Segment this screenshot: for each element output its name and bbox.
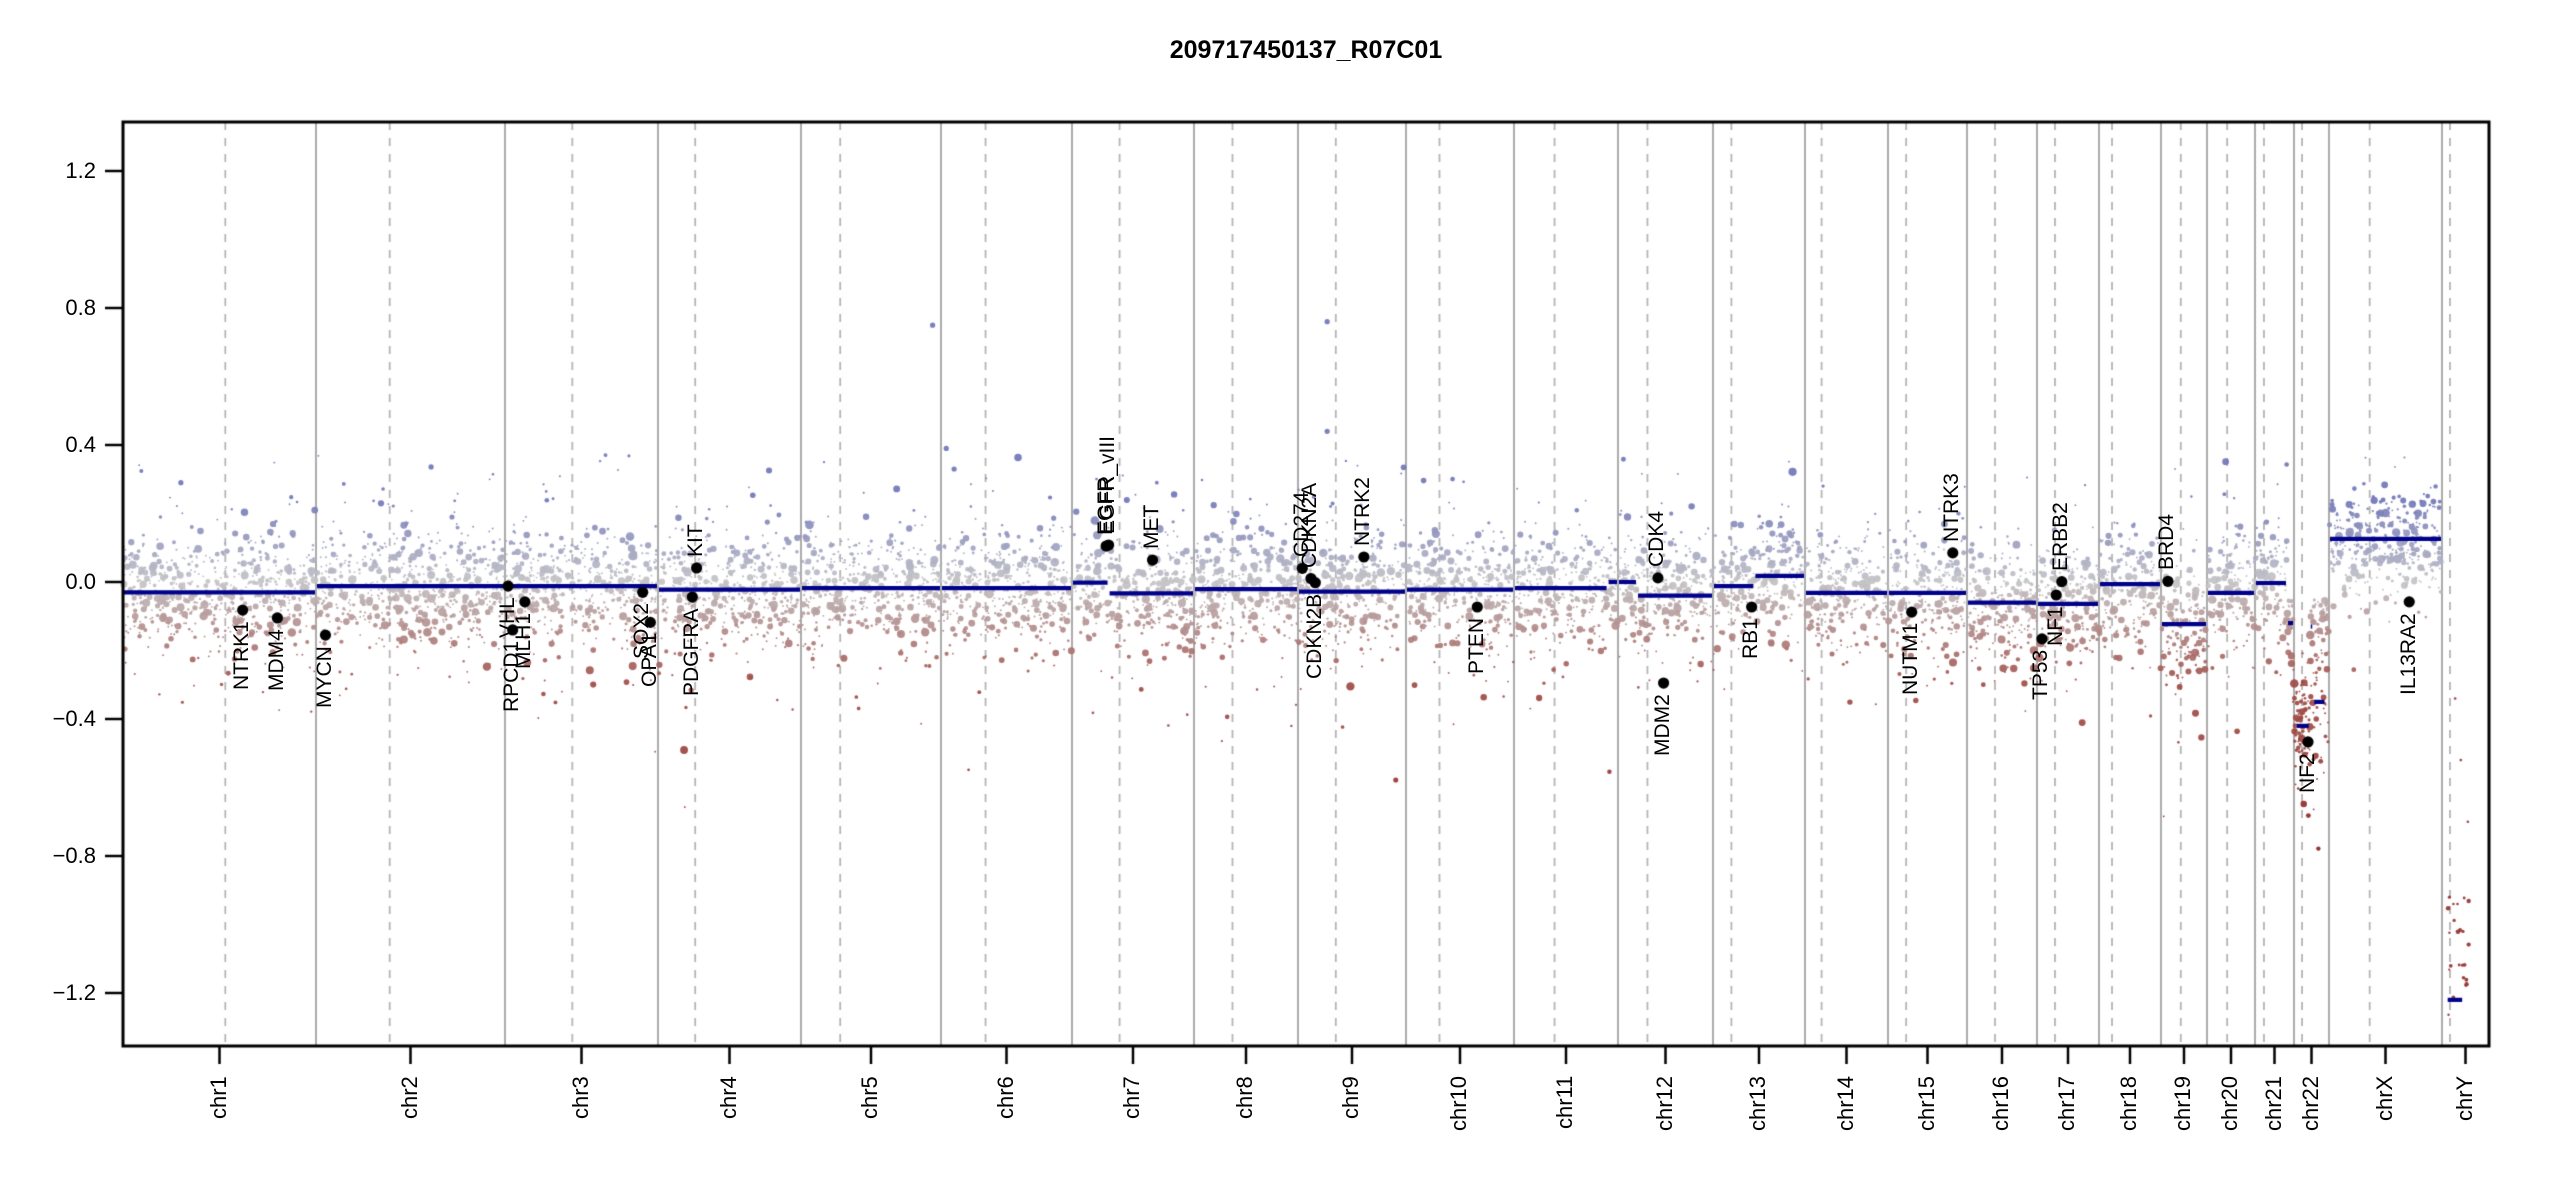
y-tick-label: −1.2 <box>52 980 96 1005</box>
x-tick-label-chr10: chr10 <box>1446 1075 1472 1131</box>
x-tick-label-chr4: chr4 <box>715 1076 741 1119</box>
x-tick-label-chr19: chr19 <box>2170 1075 2196 1131</box>
x-tick-label-chr11: chr11 <box>1552 1075 1578 1129</box>
x-tick-label-chr16: chr16 <box>1988 1075 2014 1131</box>
gene-label-IL13RA2: IL13RA2 <box>2396 613 2420 695</box>
x-tick-label-chr20: chr20 <box>2217 1075 2243 1131</box>
x-tick-label-chr22: chr22 <box>2297 1075 2323 1131</box>
gene-label-PDGFRA: PDGFRA <box>679 608 703 697</box>
x-tick-label-chr13: chr13 <box>1745 1075 1771 1131</box>
y-tick-label: 0.0 <box>65 569 96 594</box>
gene-label-NTRK1: NTRK1 <box>230 621 254 691</box>
gene-label-MDM2: MDM2 <box>1651 694 1675 757</box>
x-tick-label-chr14: chr14 <box>1832 1075 1858 1131</box>
x-tick-label-chr9: chr9 <box>1338 1076 1364 1119</box>
x-tick-label-chr15: chr15 <box>1913 1075 1939 1131</box>
gene-label-PTEN: PTEN <box>1464 617 1488 674</box>
x-tick-label-chrX: chrX <box>2371 1075 2397 1121</box>
x-tick-label-chr5: chr5 <box>857 1076 883 1119</box>
x-tick-label-chr1: chr1 <box>205 1076 231 1119</box>
x-tick-label-chr21: chr21 <box>2260 1075 2286 1131</box>
gene-label-CDK4: CDK4 <box>1645 510 1669 567</box>
gene-label-MDM4: MDM4 <box>264 629 288 691</box>
y-tick-label: 1.2 <box>65 158 96 183</box>
x-tick-label-chr3: chr3 <box>567 1076 593 1119</box>
y-tick-label: 0.4 <box>65 432 96 457</box>
x-tick-label-chr17: chr17 <box>2054 1075 2080 1131</box>
gene-label-NTRK3: NTRK3 <box>1940 473 1964 542</box>
x-tick-label-chr18: chr18 <box>2116 1075 2142 1131</box>
gene-label-MYCN: MYCN <box>312 646 336 709</box>
plot-title: 209717450137_R07C01 <box>1169 36 1443 64</box>
x-tick-label-chr7: chr7 <box>1119 1076 1145 1119</box>
gene-label-OPA1: OPA1 <box>637 632 661 688</box>
x-tick-label-chr12: chr12 <box>1651 1075 1677 1131</box>
gene-label-BRD4: BRD4 <box>2155 514 2179 571</box>
gene-label-NTRK2: NTRK2 <box>1351 477 1375 546</box>
x-tick-label-chr2: chr2 <box>396 1076 422 1119</box>
x-tick-label-chr6: chr6 <box>992 1076 1018 1119</box>
x-tick-label-chrY: chrY <box>2451 1075 2477 1121</box>
gene-label-CDKN2A: CDKN2A <box>1298 482 1322 568</box>
y-tick-label: −0.8 <box>52 843 96 868</box>
y-tick-label: 0.8 <box>65 295 96 320</box>
x-tick-label-chr8: chr8 <box>1232 1076 1258 1119</box>
gene-label-MLH1: MLH1 <box>512 612 536 669</box>
gene-label-MET: MET <box>1140 504 1164 550</box>
gene-label-KIT: KIT <box>684 524 708 557</box>
gene-label-NUTM1: NUTM1 <box>1899 622 1923 696</box>
gene-label-CDKN2B: CDKN2B <box>1302 593 1326 679</box>
gene-label-RB1: RB1 <box>1739 618 1763 659</box>
gene-label-EGFR_vIII: EGFR_vIII <box>1096 435 1120 534</box>
gene-label-NF1: NF1 <box>2043 606 2067 646</box>
y-tick-label: −0.4 <box>52 706 96 731</box>
gene-label-ERBB2: ERBB2 <box>2049 501 2073 571</box>
gene-label-TP53: TP53 <box>2029 649 2053 700</box>
gene-label-NF2: NF2 <box>2295 753 2319 793</box>
